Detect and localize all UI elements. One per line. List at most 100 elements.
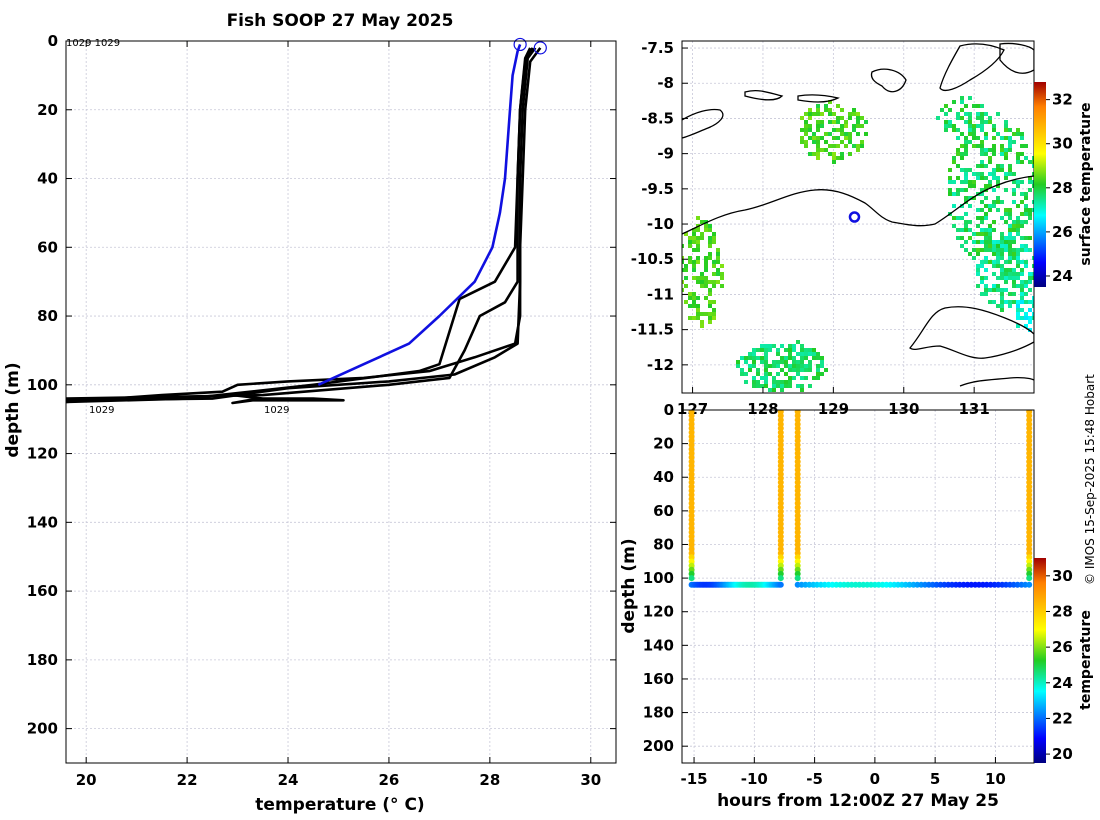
map-sst-pixel bbox=[840, 108, 844, 112]
map-sst-pixel bbox=[1000, 152, 1004, 156]
map-sst-pixel bbox=[948, 120, 952, 124]
section-sample-point bbox=[794, 466, 801, 473]
map-sst-pixel bbox=[800, 116, 804, 120]
map-sst-pixel bbox=[704, 264, 708, 268]
map-sst-pixel bbox=[1028, 216, 1032, 220]
section-xtick-label: -15 bbox=[681, 770, 708, 788]
profile-xtick-label: 22 bbox=[177, 771, 198, 789]
section-sample-point bbox=[688, 558, 695, 565]
map-sst-pixel bbox=[752, 348, 756, 352]
section-sample-point bbox=[688, 521, 695, 527]
map-sst-pixel bbox=[792, 364, 796, 368]
map-sst-pixel bbox=[984, 212, 988, 216]
map-sst-pixel bbox=[1008, 148, 1012, 152]
map-sst-pixel bbox=[976, 176, 980, 180]
map-sst-pixel bbox=[864, 132, 868, 136]
profile-axes-box bbox=[65, 40, 617, 764]
map-sst-pixel bbox=[996, 304, 1000, 308]
map-sst-pixel bbox=[696, 280, 700, 284]
map-sst-pixel bbox=[1024, 220, 1028, 224]
map-sst-pixel bbox=[1000, 144, 1004, 148]
map-sst-pixel bbox=[992, 148, 996, 152]
map-sst-pixel bbox=[832, 156, 836, 160]
map-sst-pixel bbox=[712, 260, 716, 264]
map-sst-pixel bbox=[952, 204, 956, 208]
map-sst-pixel bbox=[720, 284, 724, 288]
map-sst-pixel bbox=[972, 132, 976, 136]
map-sst-pixel bbox=[696, 296, 700, 300]
map-sst-pixel bbox=[780, 344, 784, 348]
map-sst-pixel bbox=[952, 180, 956, 184]
map-sst-pixel bbox=[1032, 180, 1034, 184]
map-sst-pixel bbox=[956, 164, 960, 168]
map-sst-pixel bbox=[716, 280, 720, 284]
map-sst-pixel bbox=[832, 112, 836, 116]
section-sample-point bbox=[794, 529, 801, 536]
section-sample-point bbox=[1026, 466, 1033, 473]
map-sst-pixel bbox=[780, 388, 784, 392]
section-sample-point bbox=[1026, 425, 1033, 432]
map-sst-pixel bbox=[964, 172, 968, 176]
section-sample-point bbox=[1026, 417, 1033, 423]
map-sst-pixel bbox=[764, 360, 768, 364]
section-sample-point bbox=[777, 429, 784, 436]
map-sst-pixel bbox=[812, 140, 816, 144]
profile-line bbox=[66, 47, 532, 404]
map-sst-pixel bbox=[1004, 288, 1008, 292]
map-sst-pixel bbox=[1016, 216, 1020, 220]
map-sst-pixel bbox=[764, 368, 768, 372]
map-sst-pixel bbox=[828, 108, 832, 112]
section-sample-point bbox=[794, 533, 801, 540]
section-sample-point bbox=[1026, 575, 1033, 582]
map-sst-pixel bbox=[1000, 232, 1004, 236]
map-sst-pixel bbox=[688, 292, 692, 296]
map-sst-pixel bbox=[964, 180, 968, 184]
section-xtick-label: 5 bbox=[930, 770, 940, 788]
section-xlabel: hours from 12:00Z 27 May 25 bbox=[717, 791, 999, 811]
section-sample-point bbox=[777, 550, 784, 557]
map-sst-pixel bbox=[984, 184, 988, 188]
map-sst-pixel bbox=[992, 204, 996, 208]
section-sample-point bbox=[688, 425, 695, 432]
map-sst-pixel bbox=[948, 180, 952, 184]
map-sst-pixel bbox=[804, 352, 808, 356]
map-sst-pixel bbox=[800, 140, 804, 144]
map-sst-pixel bbox=[988, 204, 992, 208]
map-sst-pixel bbox=[820, 372, 824, 376]
map-xtick-label: 129 bbox=[818, 400, 849, 418]
credit-text: © IMOS 15-Sep-2025 15:48 Hobart bbox=[1083, 374, 1097, 585]
map-sst-pixel bbox=[976, 272, 980, 276]
map-sst-pixel bbox=[1024, 300, 1028, 304]
map-sst-pixel bbox=[968, 196, 972, 200]
map-sst-pixel bbox=[1008, 252, 1012, 256]
map-sst-pixel bbox=[1000, 272, 1004, 276]
map-sst-pixel bbox=[836, 156, 840, 160]
section-sample-point bbox=[1026, 421, 1033, 428]
map-sst-pixel bbox=[688, 304, 692, 308]
map-ticks: -7.5 -8 -8.5 -9 -9.5 -10 -10.5 -11 -11.5 -12 127 12… bbox=[631, 39, 990, 418]
map-sst-pixel bbox=[776, 364, 780, 368]
map-sst-pixel bbox=[1024, 244, 1028, 248]
map-sst-pixel bbox=[1012, 180, 1016, 184]
map-sst-pixel bbox=[816, 128, 820, 132]
map-sst-pixel bbox=[1020, 300, 1024, 304]
coastline-south-east bbox=[909, 306, 1034, 359]
section-sample-point bbox=[1026, 475, 1033, 482]
map-sst-pixel bbox=[1016, 264, 1020, 268]
map-sst-pixel bbox=[748, 356, 752, 360]
map-sst-pixel bbox=[976, 252, 980, 256]
map-sst-pixel bbox=[800, 348, 804, 352]
map-sst-pixel bbox=[1004, 208, 1008, 212]
section-sample-point bbox=[777, 529, 784, 536]
map-sst-pixel bbox=[1004, 148, 1008, 152]
section-sample-point bbox=[1026, 581, 1033, 588]
map-sst-pixel bbox=[844, 132, 848, 136]
map-sst-pixel bbox=[964, 212, 968, 216]
map-sst-pixel bbox=[996, 208, 1000, 212]
map-sst-pixel bbox=[1020, 192, 1024, 196]
map-sst-pixel bbox=[808, 352, 812, 356]
map-sst-pixel bbox=[1004, 280, 1008, 284]
map-sst-pixel bbox=[712, 236, 716, 240]
map-sst-pixel bbox=[980, 172, 984, 176]
map-sst-pixel bbox=[956, 148, 960, 152]
